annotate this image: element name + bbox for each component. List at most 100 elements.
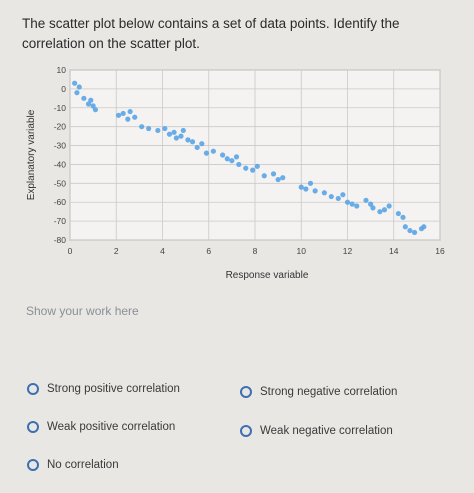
y-tick-label: 10 [57,65,67,75]
data-point [185,137,191,143]
radio-icon[interactable] [27,383,39,395]
data-point [243,165,249,171]
y-tick-label: -10 [54,103,67,113]
data-point [386,203,392,209]
data-point [303,186,309,192]
data-point [92,107,99,113]
option-strong-negative[interactable]: Strong negative correlation [240,386,397,398]
x-tick-label: 12 [343,246,353,256]
question-text: The scatter plot below contains a set of… [22,16,400,51]
option-label: Weak positive correlation [47,421,176,433]
data-point [421,224,427,230]
x-tick-label: 8 [253,246,258,256]
data-point [132,114,138,120]
data-point [115,112,122,118]
data-point [88,97,94,103]
x-tick-label: 4 [160,246,165,256]
data-point [335,195,341,202]
data-point [250,167,256,173]
x-tick-label: 6 [206,246,211,256]
data-point [76,84,82,90]
y-tick-label: -30 [54,141,67,151]
x-tick-label: 2 [114,246,119,256]
y-tick-label: -80 [54,235,67,245]
data-point [236,161,242,168]
data-point [120,110,126,117]
data-point [261,173,267,179]
data-point [321,190,327,196]
data-point [155,127,161,134]
option-weak-negative[interactable]: Weak negative correlation [240,425,393,437]
data-point [402,224,408,230]
data-point [178,133,184,139]
data-point [370,205,376,211]
radio-icon[interactable] [240,425,252,437]
data-point [171,129,177,135]
data-point [81,95,87,101]
data-point [203,150,210,156]
y-tick-label: 0 [61,84,66,94]
data-point [85,101,92,107]
option-no-correlation[interactable]: No correlation [27,459,119,471]
y-tick-label: -70 [54,216,67,226]
scatter-chart: 0 2 4 6 8 10 12 14 16 10 0 -10 -20 -30 -40 -50 -60 -70 -80… [14,60,464,285]
data-point [400,214,406,220]
data-point [220,152,226,158]
y-tick-label: -60 [54,197,67,207]
data-point [275,176,281,183]
data-point [224,156,230,162]
data-point [90,103,96,109]
y-tick-label: -40 [54,159,67,169]
data-point [173,135,179,141]
data-point [139,124,145,130]
data-point [127,108,133,115]
option-strong-positive[interactable]: Strong positive correlation [27,383,180,395]
data-point [270,171,277,177]
data-point [280,175,286,181]
data-point [125,116,131,122]
data-point [349,201,355,207]
data-point [407,227,413,234]
x-axis-label: Response variable [226,270,309,281]
y-tick-label: -20 [54,122,67,132]
option-weak-positive[interactable]: Weak positive correlation [27,421,175,433]
radio-icon[interactable] [27,421,39,433]
data-point [395,210,401,217]
option-label: Weak negative correlation [260,425,393,437]
option-label: Strong negative correlation [260,386,398,398]
data-point [162,125,168,132]
data-point [363,197,369,203]
x-tick-label: 16 [435,246,445,256]
data-point [298,184,304,190]
radio-icon[interactable] [240,386,252,398]
x-tick-label: 0 [68,246,73,256]
data-point [72,80,78,86]
data-point [146,125,152,132]
data-point [377,209,383,215]
data-point [344,199,351,205]
data-point [180,127,186,134]
work-placeholder[interactable]: Show your work here [26,304,139,318]
data-point [328,193,334,200]
radio-icon[interactable] [27,459,39,471]
data-point [229,158,235,164]
data-point [210,148,216,154]
x-tick-label: 14 [389,246,399,256]
data-point [411,229,418,236]
y-axis-label: Explanatory variable [26,109,37,200]
data-point [307,180,314,186]
option-label: No correlation [47,459,119,471]
data-point [166,131,173,137]
data-point [340,192,346,198]
data-point [233,154,240,160]
data-point [74,90,80,96]
data-point [189,139,196,145]
data-point [194,144,200,151]
y-tick-label: -50 [54,178,67,188]
option-label: Strong positive correlation [47,383,180,395]
scatter-plot-svg: 0 2 4 6 8 10 12 14 16 10 0 -10 -20 -30 -40 -50 -60 -70 -80… [26,65,445,281]
data-point [312,188,318,194]
data-point [354,203,360,209]
x-tick-label: 10 [297,246,307,256]
data-point [368,201,374,207]
